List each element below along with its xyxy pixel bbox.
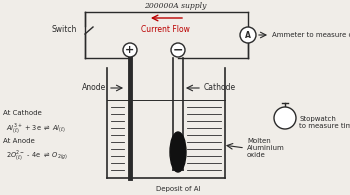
Text: 200000A supply: 200000A supply	[144, 2, 206, 10]
Circle shape	[171, 43, 185, 57]
Circle shape	[274, 107, 296, 129]
Text: Cathode: Cathode	[204, 83, 236, 92]
Text: $2O^{2-}_{(\ell)}$ - 4e $\rightleftharpoons$ $O_{2(g)}$: $2O^{2-}_{(\ell)}$ - 4e $\rightleftharpo…	[6, 149, 68, 163]
Text: Ammeter to measure current: Ammeter to measure current	[272, 32, 350, 38]
Text: A: A	[245, 30, 251, 40]
Text: At Anode: At Anode	[3, 138, 35, 144]
Text: +: +	[125, 45, 135, 55]
Text: Current Flow: Current Flow	[141, 25, 189, 34]
Circle shape	[240, 27, 256, 43]
Text: Molten
Aluminium
oxide: Molten Aluminium oxide	[247, 138, 285, 158]
Text: At Cathode: At Cathode	[3, 110, 42, 116]
Text: −: −	[173, 43, 183, 57]
Circle shape	[123, 43, 137, 57]
Text: Deposit of Al: Deposit of Al	[156, 186, 200, 192]
Text: Stopwatch
to measure time: Stopwatch to measure time	[299, 115, 350, 129]
Ellipse shape	[170, 132, 186, 172]
Text: $Al^{3+}_{(\ell)}$ + 3e $\rightleftharpoons$ $Al_{(\ell)}$: $Al^{3+}_{(\ell)}$ + 3e $\rightleftharpo…	[6, 122, 66, 136]
Text: Anode: Anode	[82, 83, 106, 92]
Text: Switch: Switch	[52, 26, 77, 35]
